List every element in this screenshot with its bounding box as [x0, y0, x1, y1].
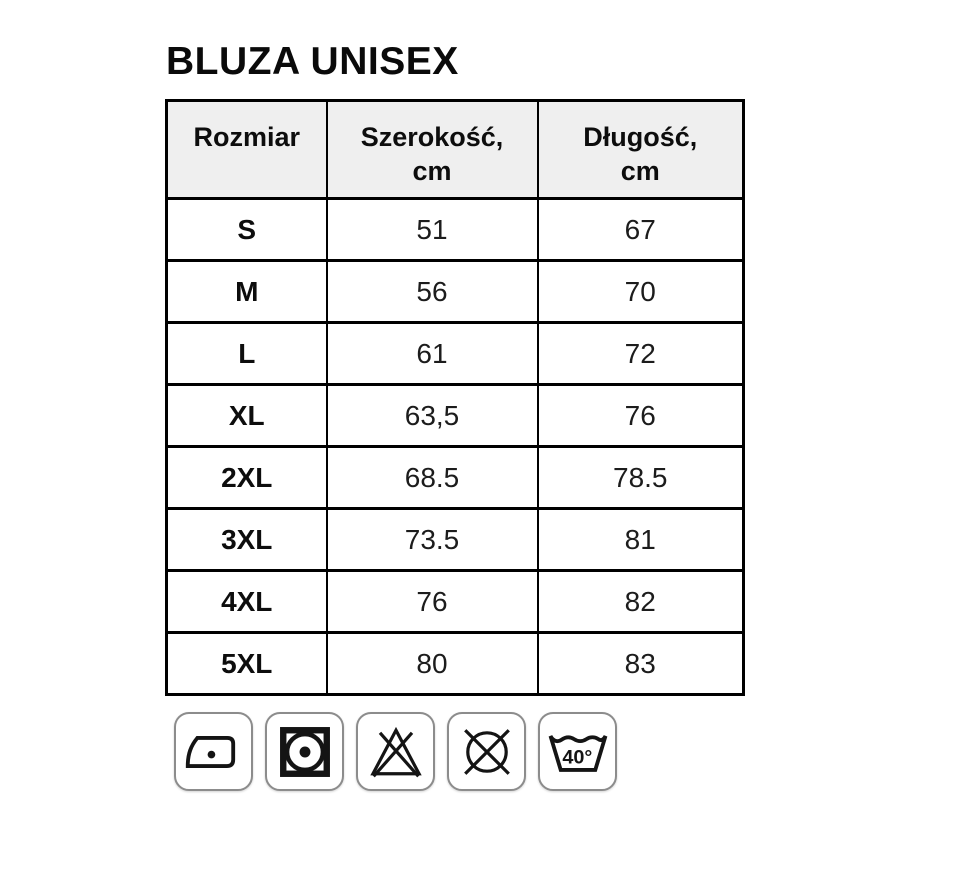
- care-box-do-not-dry-clean: [447, 712, 526, 791]
- table-row: 5XL 80 83: [165, 631, 745, 696]
- width-cell: 80: [325, 631, 539, 696]
- width-cell: 63,5: [325, 383, 539, 448]
- wash-temp-label: 40°: [562, 746, 592, 768]
- header-size: Rozmiar: [165, 99, 328, 200]
- wash-40-icon: 40°: [548, 734, 607, 772]
- do-not-dry-clean-icon: [463, 728, 510, 775]
- table-row: S 51 67: [165, 197, 745, 262]
- size-cell: S: [165, 197, 328, 262]
- table-row: XL 63,5 76: [165, 383, 745, 448]
- size-cell: XL: [165, 383, 328, 448]
- length-cell: 78.5: [536, 445, 745, 510]
- header-width: Szerokość, cm: [325, 99, 539, 200]
- width-cell: 76: [325, 569, 539, 634]
- tumble-dry-one-dot-icon: [279, 726, 330, 777]
- page: BLUZA UNISEX Rozmiar Szerokość, cm Długo…: [165, 40, 960, 791]
- length-cell: 70: [536, 259, 745, 324]
- length-cell: 76: [536, 383, 745, 448]
- care-box-tumble-dry: [265, 712, 344, 791]
- width-cell: 56: [325, 259, 539, 324]
- size-cell: L: [165, 321, 328, 386]
- width-cell: 73.5: [325, 507, 539, 572]
- table-header-row: Rozmiar Szerokość, cm Długość, cm: [165, 99, 745, 200]
- width-cell: 68.5: [325, 445, 539, 510]
- width-cell: 51: [325, 197, 539, 262]
- table-row: 4XL 76 82: [165, 569, 745, 634]
- size-cell: 4XL: [165, 569, 328, 634]
- header-length: Długość, cm: [536, 99, 745, 200]
- table-row: L 61 72: [165, 321, 745, 386]
- width-cell: 61: [325, 321, 539, 386]
- care-symbols-row: 40°: [174, 712, 960, 791]
- size-cell: 2XL: [165, 445, 328, 510]
- length-cell: 81: [536, 507, 745, 572]
- page-title: BLUZA UNISEX: [166, 40, 459, 83]
- size-cell: M: [165, 259, 328, 324]
- iron-one-dot-icon: [185, 735, 235, 768]
- do-not-bleach-icon: [369, 726, 422, 777]
- table-row: 2XL 68.5 78.5: [165, 445, 745, 510]
- care-box-wash-40: 40°: [538, 712, 617, 791]
- length-cell: 67: [536, 197, 745, 262]
- care-box-iron: [174, 712, 253, 791]
- size-cell: 5XL: [165, 631, 328, 696]
- length-cell: 72: [536, 321, 745, 386]
- table-row: M 56 70: [165, 259, 745, 324]
- length-cell: 83: [536, 631, 745, 696]
- length-cell: 82: [536, 569, 745, 634]
- size-table: Rozmiar Szerokość, cm Długość, cm S 51 6…: [165, 99, 745, 696]
- table-row: 3XL 73.5 81: [165, 507, 745, 572]
- care-box-do-not-bleach: [356, 712, 435, 791]
- size-cell: 3XL: [165, 507, 328, 572]
